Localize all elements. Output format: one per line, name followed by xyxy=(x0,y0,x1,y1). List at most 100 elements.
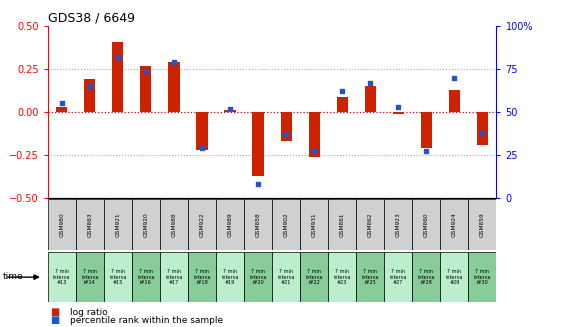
Point xyxy=(254,181,263,187)
Bar xyxy=(365,86,376,112)
Text: 7 min
interva
#19: 7 min interva #19 xyxy=(221,269,239,285)
Bar xyxy=(337,96,348,112)
Point xyxy=(197,146,206,151)
Bar xyxy=(216,252,244,302)
Bar xyxy=(168,62,180,112)
Bar xyxy=(421,112,432,148)
Text: ■: ■ xyxy=(50,316,59,325)
Text: GSM980: GSM980 xyxy=(59,213,64,237)
Bar xyxy=(384,252,412,302)
Bar xyxy=(328,252,356,302)
Bar xyxy=(104,252,132,302)
Bar xyxy=(309,112,320,157)
Text: 7 min
interva
#13: 7 min interva #13 xyxy=(53,269,71,285)
Bar xyxy=(244,252,272,302)
Bar xyxy=(224,110,236,112)
Text: GDS38 / 6649: GDS38 / 6649 xyxy=(48,11,135,25)
Point xyxy=(310,149,319,154)
Bar xyxy=(449,90,460,112)
Text: GSM920: GSM920 xyxy=(144,213,148,237)
Text: GSM931: GSM931 xyxy=(312,213,316,237)
Bar xyxy=(328,199,356,250)
Bar xyxy=(440,252,468,302)
Point xyxy=(57,101,66,106)
Text: GSM924: GSM924 xyxy=(452,213,457,237)
Bar xyxy=(280,112,292,141)
Point xyxy=(141,68,150,73)
Text: percentile rank within the sample: percentile rank within the sample xyxy=(70,316,223,325)
Bar xyxy=(356,252,384,302)
Point xyxy=(366,80,375,85)
Text: GSM861: GSM861 xyxy=(340,213,344,237)
Text: GSM902: GSM902 xyxy=(284,213,288,237)
Text: GSM989: GSM989 xyxy=(228,213,232,237)
Text: 7 min
interva
l#28: 7 min interva l#28 xyxy=(417,269,435,285)
Text: 7 min
interva
l#16: 7 min interva l#16 xyxy=(137,269,155,285)
Text: GSM921: GSM921 xyxy=(116,213,120,237)
Text: GSM988: GSM988 xyxy=(172,213,176,237)
Point xyxy=(226,106,234,111)
Bar xyxy=(384,199,412,250)
Bar xyxy=(112,42,123,112)
Bar xyxy=(160,199,188,250)
Point xyxy=(422,149,431,154)
Text: 7 min
interva
#17: 7 min interva #17 xyxy=(165,269,183,285)
Bar xyxy=(188,199,216,250)
Bar xyxy=(468,252,496,302)
Point xyxy=(450,75,459,80)
Bar xyxy=(216,199,244,250)
Bar xyxy=(272,252,300,302)
Text: GSM922: GSM922 xyxy=(200,213,204,237)
Text: 7 min
interva
l#18: 7 min interva l#18 xyxy=(193,269,211,285)
Bar xyxy=(477,112,488,145)
Point xyxy=(478,130,487,135)
Bar xyxy=(196,112,208,150)
Bar xyxy=(412,199,440,250)
Bar xyxy=(56,107,67,112)
Bar xyxy=(300,252,328,302)
Bar xyxy=(104,199,132,250)
Text: 7 min
interva
#21: 7 min interva #21 xyxy=(277,269,295,285)
Bar xyxy=(48,252,76,302)
Text: 7 min
interva
#23: 7 min interva #23 xyxy=(333,269,351,285)
Text: GSM860: GSM860 xyxy=(424,213,429,237)
Point xyxy=(169,60,178,65)
Text: 7 min
interva
#15: 7 min interva #15 xyxy=(109,269,127,285)
Text: 7 min
interva
l#20: 7 min interva l#20 xyxy=(249,269,267,285)
Bar xyxy=(244,199,272,250)
Bar xyxy=(412,252,440,302)
Text: 7 min
interva
l#22: 7 min interva l#22 xyxy=(305,269,323,285)
Text: ■: ■ xyxy=(50,307,59,317)
Point xyxy=(113,54,122,60)
Bar xyxy=(84,79,95,112)
Bar xyxy=(132,199,160,250)
Point xyxy=(282,132,291,137)
Bar xyxy=(160,252,188,302)
Text: time: time xyxy=(3,272,24,281)
Text: 7 min
interva
l#30: 7 min interva l#30 xyxy=(473,269,491,285)
Text: 7 min
interva
#27: 7 min interva #27 xyxy=(389,269,407,285)
Point xyxy=(394,104,403,110)
Bar xyxy=(132,252,160,302)
Bar xyxy=(440,199,468,250)
Bar xyxy=(76,199,104,250)
Bar xyxy=(188,252,216,302)
Text: GSM858: GSM858 xyxy=(256,213,260,237)
Point xyxy=(85,84,94,89)
Bar xyxy=(393,112,404,114)
Text: GSM859: GSM859 xyxy=(480,213,485,237)
Bar xyxy=(272,199,300,250)
Text: 7 min
interva
l#25: 7 min interva l#25 xyxy=(361,269,379,285)
Bar xyxy=(468,199,496,250)
Bar xyxy=(252,112,264,176)
Bar xyxy=(48,199,76,250)
Text: GSM863: GSM863 xyxy=(88,213,92,237)
Text: 7 min
interva
l#14: 7 min interva l#14 xyxy=(81,269,99,285)
Text: GSM923: GSM923 xyxy=(396,213,401,237)
Bar xyxy=(300,199,328,250)
Bar xyxy=(140,66,151,112)
Text: 7 min
interva
#29: 7 min interva #29 xyxy=(445,269,463,285)
Point xyxy=(338,89,347,94)
Text: log ratio: log ratio xyxy=(70,308,108,317)
Text: GSM862: GSM862 xyxy=(368,213,373,237)
